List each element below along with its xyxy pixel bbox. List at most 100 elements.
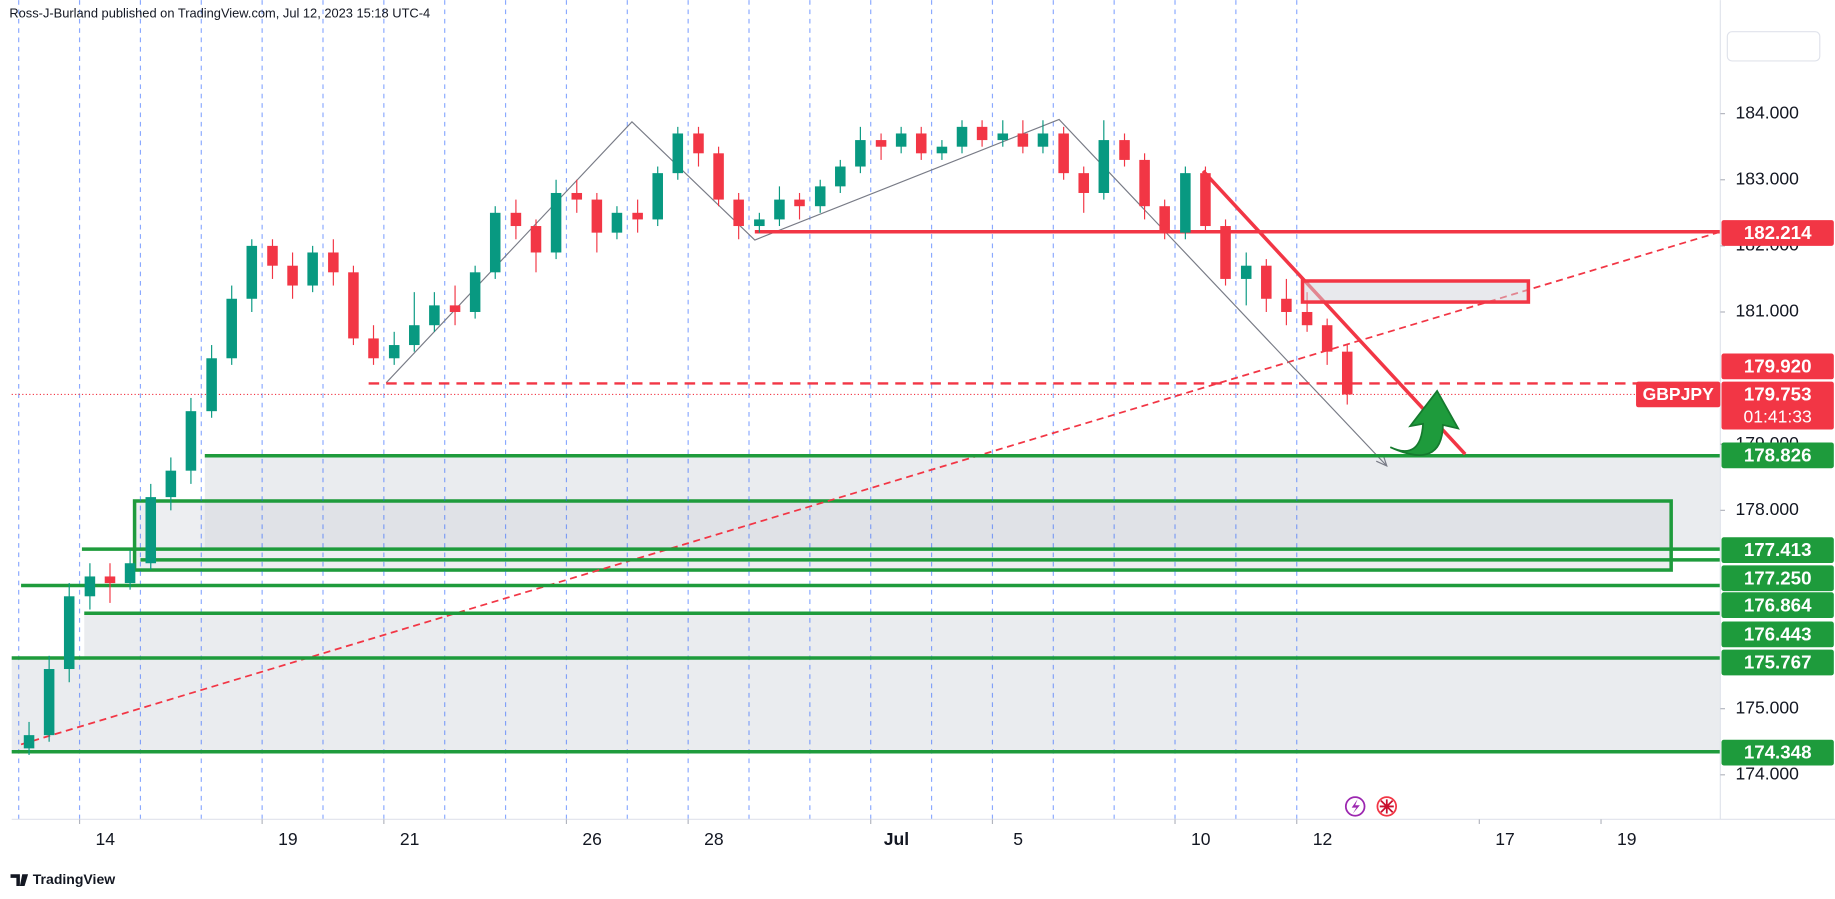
flag-glyph [1379, 799, 1394, 814]
zone-box [1300, 279, 1531, 304]
x-tick-label: 19 [1617, 829, 1637, 849]
zone-box [84, 613, 1721, 657]
arrow-head [1376, 455, 1388, 467]
candle-body [936, 146, 948, 154]
x-tick-label: 28 [704, 829, 724, 849]
candle-body [895, 133, 907, 147]
candle-body [348, 272, 359, 339]
candle-body [997, 133, 1009, 141]
y-tick-label: 175.000 [1736, 697, 1800, 717]
level-label: 178.826 [1744, 444, 1812, 465]
candle-body [185, 411, 197, 471]
axis-layer: 184.000183.000182.000181.000179.000178.0… [78, 102, 1834, 849]
candle-body [733, 199, 744, 227]
level-label-bg [1721, 621, 1834, 648]
candle-body [449, 305, 461, 312]
candle-body [226, 298, 237, 359]
level-label-bg [1721, 220, 1834, 246]
candle-body [43, 669, 55, 736]
candle-body [1220, 226, 1231, 279]
level-label-bg [1721, 353, 1834, 380]
level-label-bg [1721, 592, 1834, 619]
brand-logo [10, 874, 29, 887]
green-arrow [1389, 389, 1460, 456]
candles-layer [23, 120, 1353, 755]
level-label-bg [1721, 739, 1834, 766]
candle-body [693, 133, 704, 154]
candle-body [956, 126, 968, 147]
publisher-text: Ross-J-Burland published on TradingView.… [9, 6, 430, 21]
candle-body [63, 596, 75, 670]
candle-body [611, 212, 623, 233]
candle-body [1341, 351, 1353, 395]
y-tick-label: 183.000 [1736, 168, 1800, 188]
candle-body [429, 305, 440, 326]
candle-body [1017, 133, 1029, 147]
candle-body [794, 199, 805, 207]
candle-body [469, 272, 481, 312]
candle-body [165, 470, 177, 498]
x-tick-label: 10 [1191, 829, 1211, 849]
last-price-bg [1721, 381, 1834, 430]
candle-body [104, 576, 116, 584]
candle-body [287, 265, 298, 286]
candle-body [1240, 265, 1252, 279]
level-label: 176.864 [1744, 594, 1812, 615]
candle-body [246, 245, 258, 299]
candle-body [1281, 298, 1292, 312]
candle-body [672, 133, 684, 174]
x-tick-label: 5 [1013, 829, 1023, 849]
candle-body [713, 153, 724, 200]
candle-body [632, 212, 643, 220]
y-tick-label: 174.000 [1736, 763, 1800, 783]
candle-body [652, 173, 663, 220]
y-tick-label: 184.000 [1736, 102, 1800, 122]
candle-body [1261, 265, 1272, 299]
brand-text: TradingView [33, 871, 115, 887]
level-label-bg [1721, 649, 1834, 676]
candle-body [1321, 325, 1333, 352]
level-label: 177.413 [1744, 539, 1812, 560]
candle-body [328, 252, 339, 273]
candle-body [510, 212, 522, 227]
candle-body [835, 166, 846, 187]
candle-body [774, 199, 785, 220]
level-label: 176.443 [1744, 624, 1812, 645]
x-tick-label: 12 [1313, 829, 1333, 849]
candle-body [1098, 140, 1110, 193]
level-label-bg [1721, 442, 1834, 469]
pattern-line [385, 118, 1388, 467]
x-tick-label: 19 [278, 829, 298, 849]
level-label-bg [1721, 537, 1834, 564]
candle-body [489, 212, 501, 273]
x-tick-label: Jul [884, 829, 909, 849]
candle-body [875, 140, 887, 147]
candle-body [1037, 133, 1049, 147]
candle-body [1200, 173, 1211, 227]
symbol-label-bg [1636, 381, 1721, 408]
candle-body [388, 345, 400, 359]
candle-body [267, 245, 278, 266]
candle-body [855, 140, 866, 167]
candle-body [814, 186, 826, 207]
background-layer [11, 455, 1721, 752]
event-icon-glyph [1351, 799, 1360, 814]
candle-body [23, 735, 35, 749]
level-label: 179.920 [1744, 356, 1812, 377]
candle-body [1139, 159, 1150, 207]
x-tick-label: 26 [582, 829, 602, 849]
candle-body [1058, 133, 1069, 174]
candle-body [368, 338, 379, 359]
candle-body [976, 126, 988, 141]
level-label: 177.250 [1744, 567, 1812, 588]
candle-body [530, 226, 542, 253]
candle-body [145, 497, 157, 564]
level-label-bg [1721, 565, 1834, 592]
trend-line [1201, 169, 1467, 456]
candle-body [550, 192, 562, 253]
level-label: 174.348 [1744, 742, 1812, 763]
control-box[interactable] [1726, 31, 1821, 62]
candle-body [754, 219, 765, 227]
candle-body [1119, 140, 1130, 160]
